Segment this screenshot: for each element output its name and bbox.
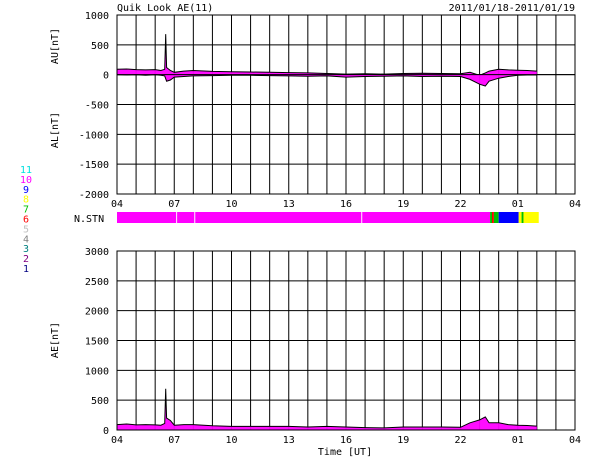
x-tick-label: 07 xyxy=(168,435,180,446)
y-tick-label: 500 xyxy=(91,396,109,407)
x-tick-label: 10 xyxy=(225,199,237,210)
station-bar xyxy=(117,212,539,223)
y-tick-label: 1000 xyxy=(85,11,109,22)
plot-frame xyxy=(116,250,576,431)
x-tick-label: 16 xyxy=(340,199,352,210)
y-tick-label: -1500 xyxy=(79,160,109,171)
x-tick-label: 04 xyxy=(111,199,123,210)
chart-title: Quik Look AE(11) xyxy=(117,3,213,14)
station-legend-label: 7 xyxy=(23,205,29,216)
ae-axis-label: AE[nT] xyxy=(50,322,61,358)
station-legend-label: 1 xyxy=(23,264,29,275)
station-legend-label: 2 xyxy=(23,254,29,265)
station-segment xyxy=(521,212,524,223)
y-tick-label: -2000 xyxy=(79,190,109,201)
y-tick-label: 0 xyxy=(103,71,109,82)
station-segment xyxy=(518,212,522,223)
station-segment xyxy=(493,212,499,223)
station-legend-label: 10 xyxy=(20,175,32,186)
station-legend-label: 8 xyxy=(23,195,29,206)
x-tick-label: 22 xyxy=(454,199,466,210)
x-axis-title: Time [UT] xyxy=(318,447,372,458)
station-segment xyxy=(362,212,491,223)
y-tick-label: 0 xyxy=(103,426,109,437)
x-tick-label: 19 xyxy=(397,435,409,446)
x-tick-label: 01 xyxy=(512,199,524,210)
station-axis-label: N.STN xyxy=(74,214,104,225)
y-tick-label: 1500 xyxy=(85,337,109,348)
x-tick-label: 04 xyxy=(569,435,581,446)
x-tick-label: 07 xyxy=(168,199,180,210)
station-legend-label: 6 xyxy=(23,215,29,226)
y-tick-label: 500 xyxy=(91,41,109,52)
series-ae-fill xyxy=(117,388,537,430)
y-tick-label: 1000 xyxy=(85,366,109,377)
x-tick-label: 13 xyxy=(283,435,295,446)
x-tick-label: 16 xyxy=(340,435,352,446)
x-tick-label: 04 xyxy=(111,435,123,446)
station-segment xyxy=(177,212,195,223)
date-range: 2011/01/18-2011/01/19 xyxy=(449,3,575,14)
station-legend-label: 5 xyxy=(23,224,29,235)
plot-frame xyxy=(116,14,576,195)
x-tick-label: 22 xyxy=(454,435,466,446)
al-axis-label: AL[nT] xyxy=(50,112,61,148)
x-tick-label: 01 xyxy=(512,435,524,446)
station-legend-label: 4 xyxy=(23,234,29,245)
x-tick-label: 13 xyxy=(283,199,295,210)
station-legend-label: 11 xyxy=(20,165,32,176)
series-au-fill xyxy=(117,34,537,76)
station-legend-label: 3 xyxy=(23,244,29,255)
x-tick-label: 10 xyxy=(225,435,237,446)
station-legend-label: 9 xyxy=(23,185,29,196)
y-tick-label: 3000 xyxy=(85,247,109,258)
series-au-line xyxy=(116,34,537,76)
station-segment xyxy=(523,212,539,223)
series-ae-line xyxy=(116,388,537,429)
y-tick-label: -1000 xyxy=(79,130,109,141)
y-tick-label: 2500 xyxy=(85,277,109,288)
x-tick-label: 19 xyxy=(397,199,409,210)
series-al-fill xyxy=(117,74,537,86)
au-axis-label: AU[nT] xyxy=(50,28,61,64)
station-segment xyxy=(195,212,362,223)
station-segment xyxy=(498,212,519,223)
y-tick-label: -500 xyxy=(85,101,109,112)
series-al-line xyxy=(116,74,537,87)
x-tick-label: 04 xyxy=(569,199,581,210)
station-segment xyxy=(117,212,177,223)
station-segment xyxy=(491,212,494,223)
y-tick-label: 2000 xyxy=(85,307,109,318)
station-segment xyxy=(490,212,492,223)
